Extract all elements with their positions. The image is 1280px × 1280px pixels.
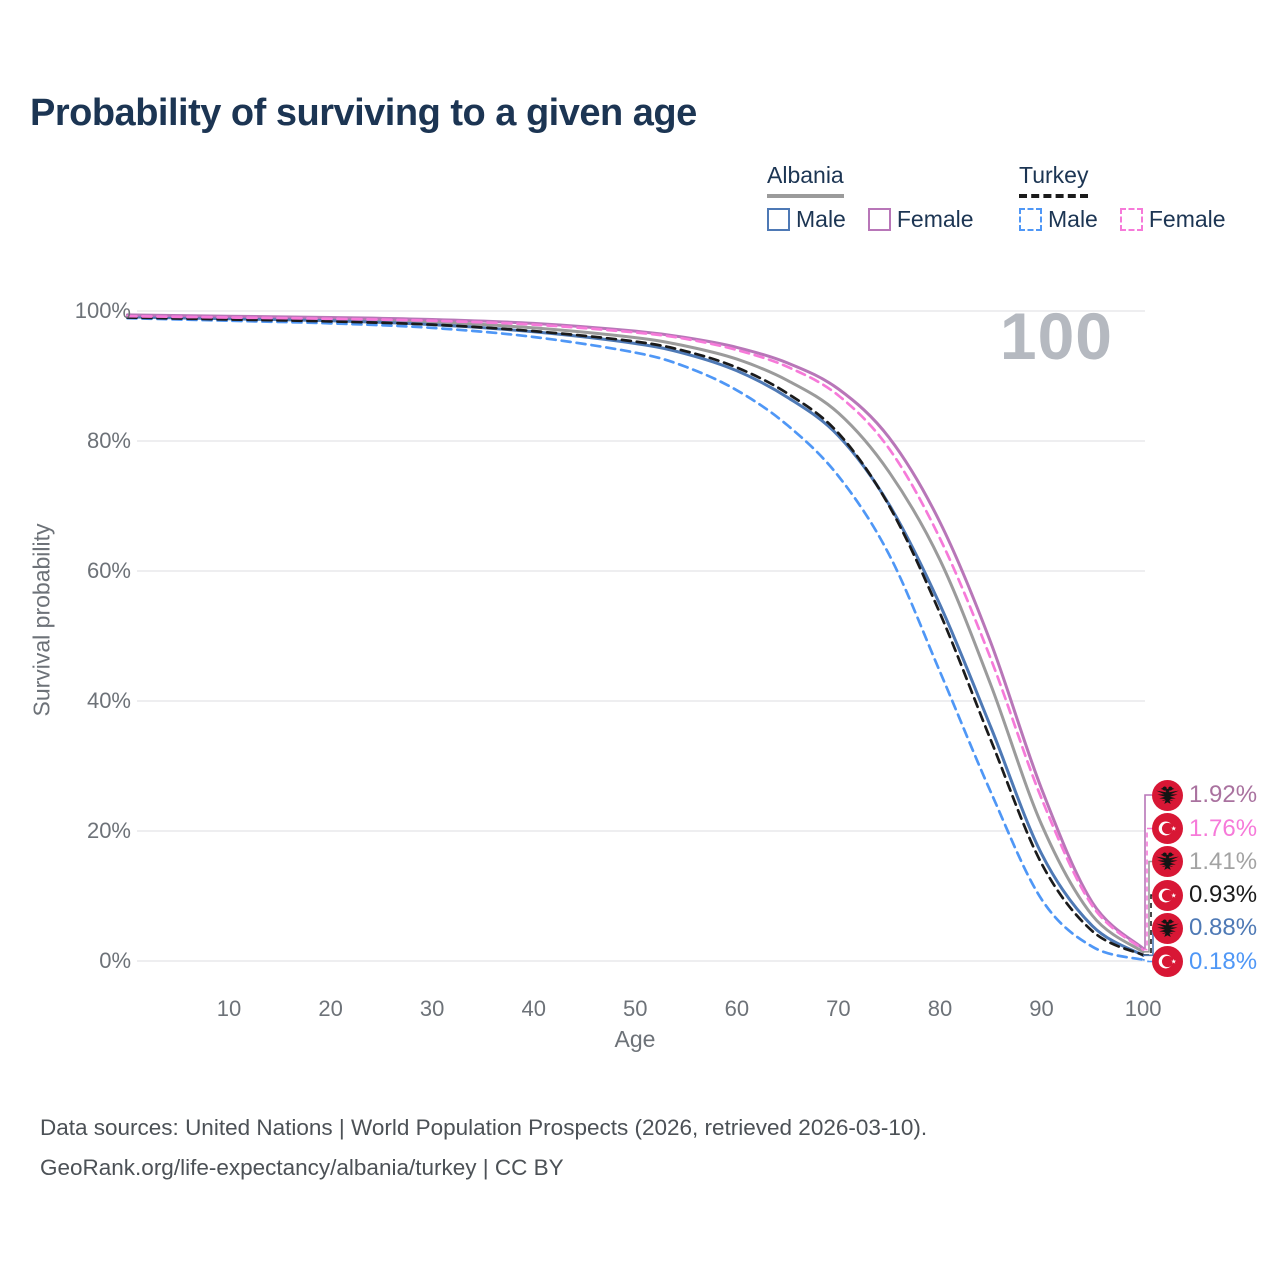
x-axis-label: Age [614, 1026, 656, 1052]
legend-swatch-icon[interactable] [867, 208, 891, 231]
x-tick-label: 60 [724, 996, 750, 1021]
survival-percent-label: 1.92% [1189, 781, 1258, 808]
y-tick-label: 60% [86, 558, 131, 583]
survival-percent-label: 1.41% [1189, 847, 1258, 875]
x-tick-label: 100 [1124, 996, 1162, 1021]
legend-item-label: Male [796, 206, 846, 232]
series-line-turkey-male [126, 316, 1145, 962]
footer-source-line: Data sources: United Nations | World Pop… [40, 1115, 928, 1140]
chart-title: Probability of surviving to a given age [30, 92, 697, 134]
albania-flag-icon [1152, 779, 1183, 811]
turkey-flag-icon [1152, 946, 1183, 977]
legend-item-label: Female [1148, 206, 1226, 232]
x-tick-label: 50 [623, 996, 648, 1021]
x-tick-label: 90 [1029, 996, 1054, 1021]
survival-percent-label: 1.76% [1189, 814, 1258, 842]
x-tick-label: 80 [927, 996, 953, 1021]
survival-percent-label: 0.88% [1189, 914, 1258, 941]
legend-items-row: Male Female [1019, 206, 1226, 233]
legend-item-turkey-male[interactable]: Male [1019, 206, 1098, 233]
end-label-connector [1143, 860, 1152, 953]
legend-group-albania: Albania Male Female [767, 162, 974, 233]
x-tick-label: 40 [521, 996, 546, 1021]
end-label-row: 0.88% [1152, 912, 1257, 944]
survival-percent-label: 0.18% [1189, 947, 1258, 975]
series-line-albania-overall [126, 314, 1145, 954]
end-label-row: 0.93% [1152, 879, 1257, 911]
end-label-row: 1.76% [1152, 813, 1257, 845]
albania-flag-icon [1152, 912, 1183, 944]
y-tick-label: 20% [86, 818, 131, 843]
end-label-row: 1.41% [1152, 846, 1257, 878]
legend-swatch-icon[interactable] [767, 208, 790, 231]
legend-item-label: Male [1048, 206, 1098, 232]
series-line-turkey-female [126, 314, 1145, 951]
legend-swatch-icon[interactable] [1019, 208, 1042, 231]
survival-percent-label: 0.93% [1189, 881, 1258, 908]
legend-items-row: Male Female [767, 206, 974, 233]
turkey-flag-icon [1152, 813, 1183, 844]
x-tick-label: 70 [826, 996, 851, 1021]
footer: Data sources: United Nations | World Pop… [40, 1108, 927, 1188]
legend-country-header: Albania [767, 162, 844, 198]
legend-item-albania-male[interactable]: Male [767, 206, 846, 233]
legend-item-albania-female[interactable]: Female [867, 206, 974, 233]
end-label-connector [1143, 827, 1152, 951]
series-line-turkey-overall [126, 316, 1145, 957]
legend-group-turkey: Turkey Male Female [1019, 162, 1226, 233]
watermark-age-label: 100 [999, 299, 1113, 373]
footer-url-line: GeoRank.org/life-expectancy/albania/turk… [40, 1155, 564, 1180]
end-label-row: 1.92% [1152, 779, 1257, 811]
legend-item-turkey-female[interactable]: Female [1119, 206, 1226, 233]
y-tick-label: 40% [86, 688, 131, 713]
legend-swatch-icon[interactable] [1119, 208, 1143, 231]
series-line-albania-male [126, 315, 1145, 957]
end-label-connector [1143, 794, 1152, 950]
end-label-connector [1143, 959, 1152, 963]
legend-country-header: Turkey [1019, 162, 1089, 198]
x-tick-label: 10 [216, 996, 242, 1021]
end-label-row: 0.18% [1152, 946, 1257, 978]
y-tick-label: 0% [99, 948, 131, 973]
series-line-albania-female [126, 313, 1145, 951]
y-tick-label: 80% [86, 428, 131, 453]
x-tick-label: 20 [318, 996, 343, 1021]
turkey-flag-icon [1152, 879, 1183, 911]
albania-flag-icon [1152, 846, 1183, 877]
y-tick-label: 100% [74, 298, 131, 323]
legend-item-label: Female [896, 206, 974, 232]
x-tick-label: 30 [419, 996, 445, 1021]
